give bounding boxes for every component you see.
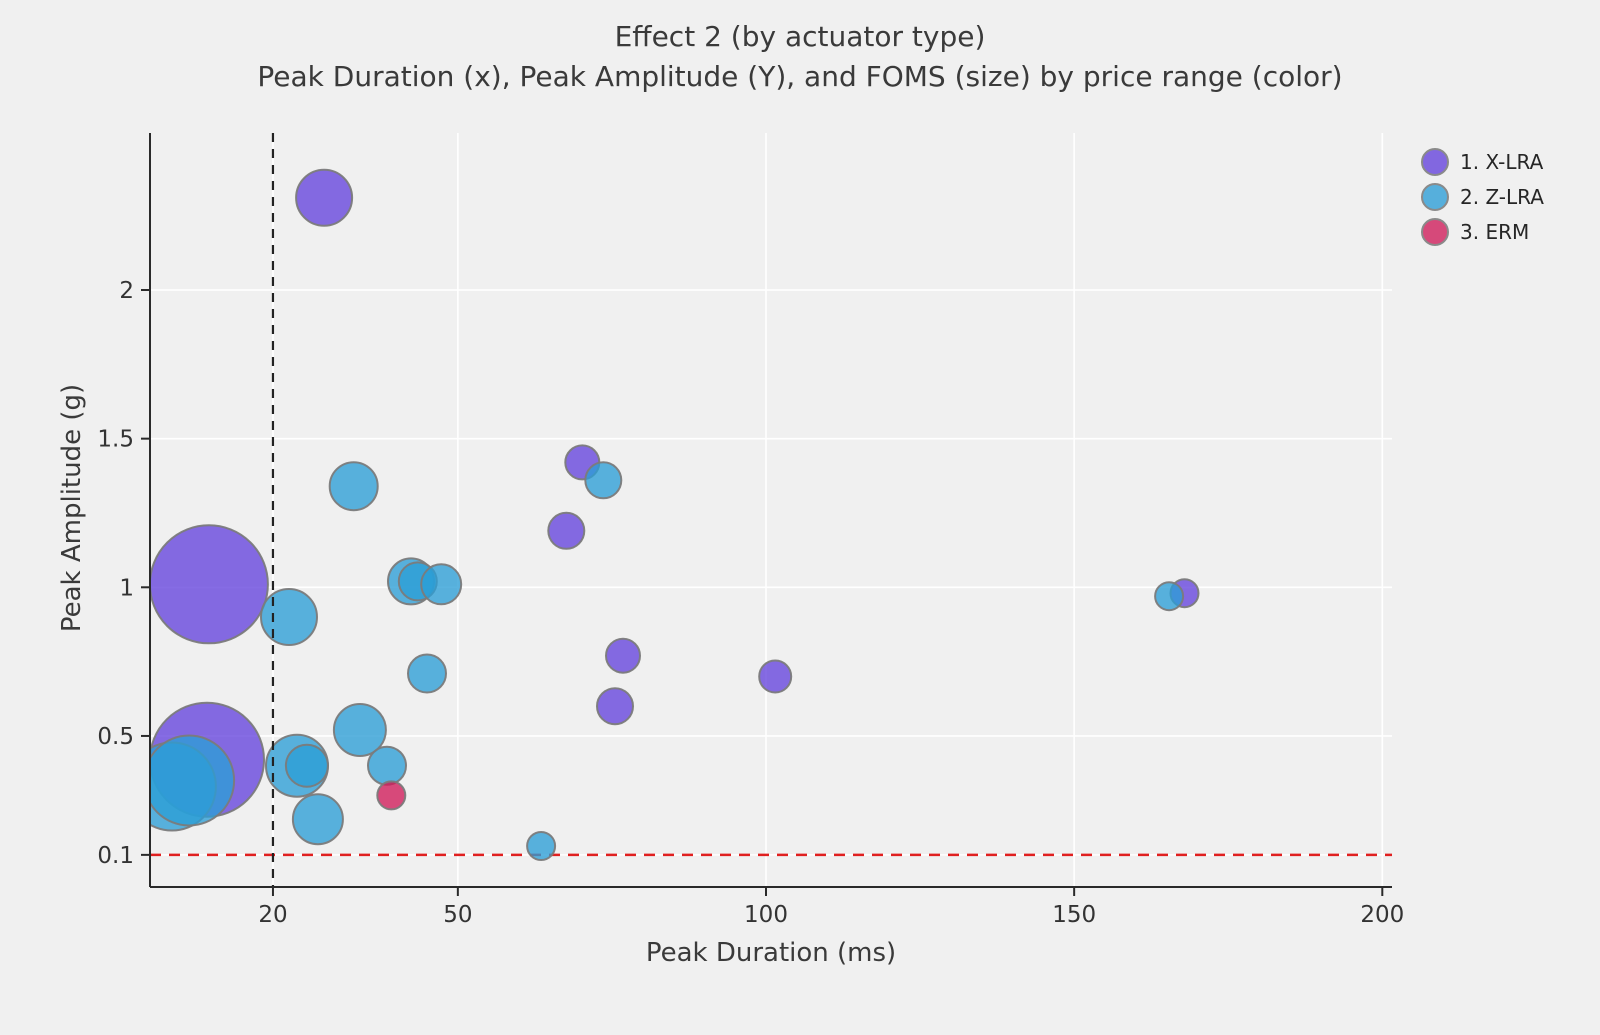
bubble-x-lra xyxy=(605,637,641,674)
x-tick-label: 100 xyxy=(744,902,788,928)
bubble-x-lra xyxy=(150,524,269,645)
bubble-x-lra xyxy=(758,659,793,694)
bubble-z-lra xyxy=(367,745,407,786)
bubble-z-lra xyxy=(1154,581,1185,612)
x-tick-label: 150 xyxy=(1052,902,1096,928)
bubble-z-lra xyxy=(260,588,318,646)
legend: 1. X-LRA 2. Z-LRA 3. ERM xyxy=(1421,147,1544,246)
x-tick-label: 200 xyxy=(1360,902,1404,928)
bubble-x-lra xyxy=(596,687,634,726)
bubble-erm xyxy=(376,780,407,811)
legend-swatch-erm xyxy=(1421,217,1449,246)
bubble-z-lra xyxy=(332,703,387,757)
bubble-z-lra xyxy=(284,743,329,788)
bubble-z-lra xyxy=(584,461,623,500)
chart-subtitle: Peak Duration (x), Peak Amplitude (Y), a… xyxy=(257,60,1343,93)
legend-label-x-lra: 1. X-LRA xyxy=(1460,149,1544,174)
bubble-z-lra xyxy=(150,734,236,827)
y-tick-label: 0.1 xyxy=(97,843,134,869)
x-axis-label: Peak Duration (ms) xyxy=(645,938,897,968)
bubble-z-lra xyxy=(291,793,344,846)
bubbles-group xyxy=(150,168,1200,861)
legend-label-z-lra: 2. Z-LRA xyxy=(1460,184,1544,209)
bubble-z-lra xyxy=(420,563,463,606)
bubble-z-lra xyxy=(526,831,557,861)
y-tick-label: 2 xyxy=(119,278,134,304)
legend-item-erm: 3. ERM xyxy=(1421,217,1544,246)
x-tick-label: 20 xyxy=(258,902,287,928)
y-axis-label: Peak Amplitude (g) xyxy=(57,383,87,633)
y-tick-label: 1 xyxy=(119,575,134,601)
chart-title: Effect 2 (by actuator type) xyxy=(614,20,986,53)
y-tick-label: 1.5 xyxy=(97,427,134,453)
legend-label-erm: 3. ERM xyxy=(1460,219,1530,244)
bubble-x-lra xyxy=(295,168,354,227)
y-tick-label: 0.5 xyxy=(97,724,134,750)
bubble-z-lra xyxy=(407,653,447,694)
legend-item-x-lra: 1. X-LRA xyxy=(1421,147,1544,176)
x-tick-label: 50 xyxy=(443,902,472,928)
legend-item-z-lra: 2. Z-LRA xyxy=(1421,182,1544,211)
legend-swatch-z-lra xyxy=(1421,182,1449,211)
bubble-z-lra xyxy=(328,461,379,512)
bubble-x-lra xyxy=(547,511,586,550)
legend-swatch-x-lra xyxy=(1421,147,1449,176)
